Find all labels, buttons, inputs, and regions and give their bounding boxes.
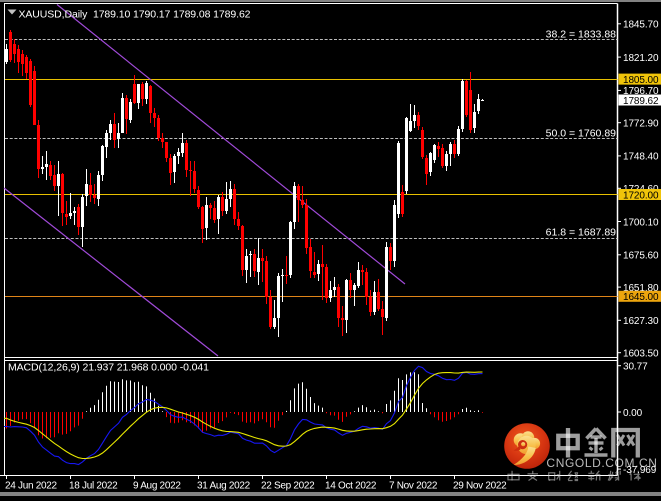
svg-text:22 Sep 2022: 22 Sep 2022 — [261, 481, 315, 492]
svg-text:1805.00: 1805.00 — [623, 75, 659, 86]
svg-text:1748.40: 1748.40 — [623, 152, 659, 163]
svg-text:38.2 = 1833.88: 38.2 = 1833.88 — [546, 28, 617, 40]
svg-text:1603.50: 1603.50 — [623, 348, 659, 359]
svg-text:14 Oct 2022: 14 Oct 2022 — [325, 481, 377, 492]
svg-text:1627.30: 1627.30 — [623, 316, 659, 327]
svg-text:1821.20: 1821.20 — [623, 53, 659, 64]
svg-text:1772.90: 1772.90 — [623, 118, 659, 129]
svg-text:61.8 = 1687.89: 61.8 = 1687.89 — [546, 227, 617, 239]
svg-text:7 Nov 2022: 7 Nov 2022 — [389, 481, 438, 492]
svg-text:18 Jul 2022: 18 Jul 2022 — [69, 481, 118, 492]
svg-text:XAUUSD,Daily 1789.10 1790.17: XAUUSD,Daily 1789.10 1790.17 1789.08 178… — [19, 9, 251, 21]
svg-text:MACD(12,26,9) 21.937 21.968 0.: MACD(12,26,9) 21.937 21.968 0.000 -0.041 — [8, 362, 209, 374]
svg-text:CNGOLD.COM.CN: CNGOLD.COM.CN — [546, 456, 657, 470]
svg-text:0.00: 0.00 — [623, 408, 643, 419]
svg-text:1720.00: 1720.00 — [623, 190, 659, 201]
svg-text:1645.00: 1645.00 — [623, 292, 659, 303]
svg-text:24 Jun 2022: 24 Jun 2022 — [5, 481, 57, 492]
svg-text:1700.10: 1700.10 — [623, 217, 659, 228]
svg-text:50.0 = 1760.89: 50.0 = 1760.89 — [546, 127, 617, 139]
svg-text:29 Nov 2022: 29 Nov 2022 — [453, 481, 507, 492]
svg-text:9 Aug 2022: 9 Aug 2022 — [133, 481, 181, 492]
svg-text:1845.70: 1845.70 — [623, 20, 659, 31]
svg-text:31 Aug 2022: 31 Aug 2022 — [197, 481, 251, 492]
svg-text:1675.60: 1675.60 — [623, 251, 659, 262]
svg-text:1789.62: 1789.62 — [623, 96, 659, 107]
svg-text:30.77: 30.77 — [623, 362, 648, 373]
